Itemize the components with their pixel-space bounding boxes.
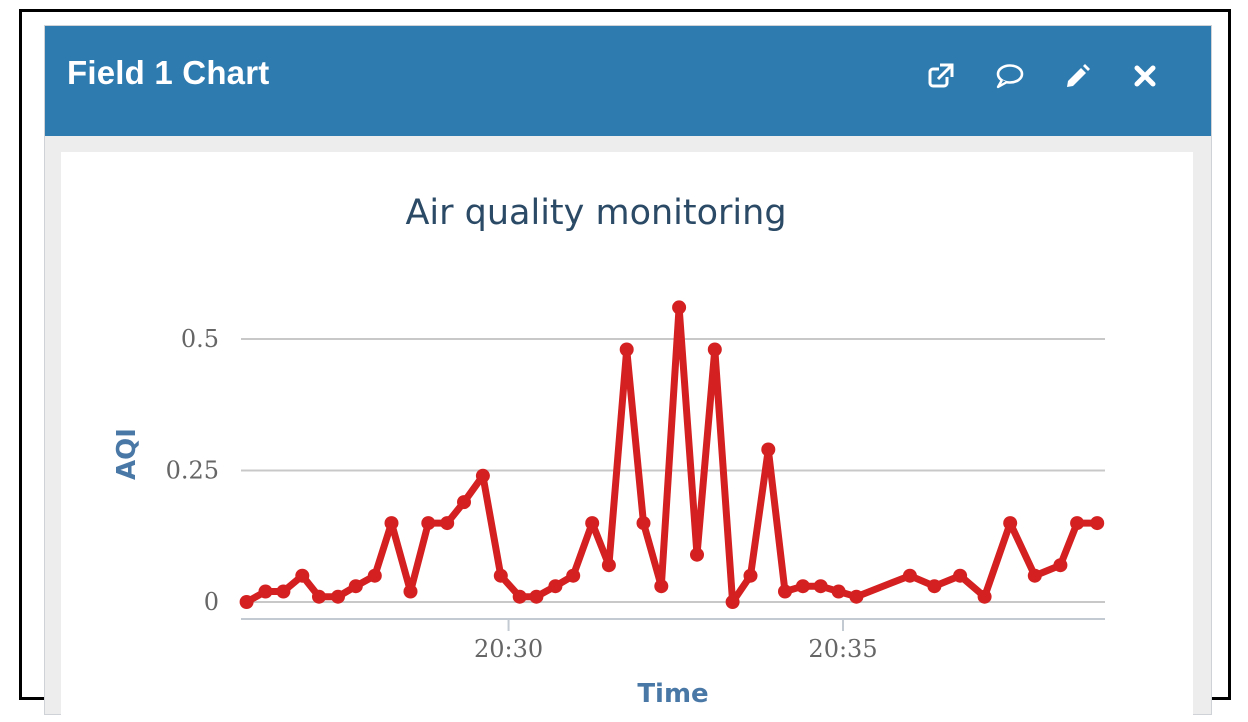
external-link-icon[interactable] xyxy=(923,58,959,94)
data-point xyxy=(795,579,810,594)
data-point xyxy=(529,589,544,604)
x-tick-label: 20:30 xyxy=(474,635,543,663)
comment-icon[interactable] xyxy=(991,58,1027,94)
data-point xyxy=(585,516,600,531)
line-chart: Air quality monitoring 00.250.5 20:30 20:… xyxy=(112,193,1105,709)
close-icon[interactable] xyxy=(1127,58,1163,94)
comment-icon-glyph xyxy=(996,64,1024,89)
x-tick-labels: 20:30 20:35 xyxy=(474,619,878,663)
series-layer xyxy=(239,300,1105,609)
data-point xyxy=(258,584,273,599)
data-point xyxy=(601,558,616,573)
data-point xyxy=(813,579,828,594)
y-tick-labels: 0 0.25 0.5 xyxy=(166,325,219,616)
data-point xyxy=(707,342,722,357)
widget-title: Field 1 Chart xyxy=(67,54,270,91)
data-point xyxy=(1003,516,1018,531)
data-point xyxy=(743,568,758,583)
data-point xyxy=(548,579,563,594)
data-point xyxy=(276,584,291,599)
data-point xyxy=(367,568,382,583)
data-point xyxy=(331,589,345,604)
data-point xyxy=(778,584,792,599)
data-point xyxy=(902,568,917,583)
data-point xyxy=(493,568,508,583)
grid-layer xyxy=(241,338,1105,603)
data-point xyxy=(831,584,846,599)
data-point xyxy=(725,595,740,609)
data-point xyxy=(690,547,704,562)
data-point xyxy=(239,595,254,609)
data-point xyxy=(1053,558,1068,573)
data-point xyxy=(312,589,326,604)
data-point xyxy=(761,442,776,457)
data-point xyxy=(953,568,968,583)
data-point xyxy=(1070,516,1085,531)
chart-title: Air quality monitoring xyxy=(405,193,786,233)
data-point xyxy=(566,568,581,583)
pencil-icon[interactable] xyxy=(1059,58,1095,94)
data-point xyxy=(654,579,669,594)
chart-card: Air quality monitoring 0 0.25 0.5 20:30 20:… xyxy=(61,152,1193,722)
header-icons xyxy=(923,58,1163,94)
external-link-icon-glyph xyxy=(928,63,954,88)
data-point xyxy=(1027,568,1042,583)
data-point xyxy=(672,300,687,315)
data-point xyxy=(440,516,455,531)
data-point xyxy=(348,579,363,594)
data-point xyxy=(512,589,527,604)
data-point xyxy=(977,589,992,604)
y-axis-title: AQI xyxy=(112,428,142,480)
data-point xyxy=(1090,516,1105,531)
data-point xyxy=(457,495,471,510)
data-point xyxy=(295,568,310,583)
data-point xyxy=(927,579,942,594)
close-icon-glyph xyxy=(1134,65,1156,87)
pencil-icon-glyph xyxy=(1067,64,1090,87)
data-point xyxy=(619,342,634,357)
x-axis-title: Time xyxy=(637,679,708,709)
y-tick-label: 0.25 xyxy=(166,457,219,485)
data-point xyxy=(403,584,418,599)
x-tick-label: 20:35 xyxy=(808,635,877,663)
widget-header: Field 1 Chart xyxy=(45,26,1211,136)
data-point xyxy=(384,516,399,531)
data-point xyxy=(636,516,651,531)
y-tick-label: 0 xyxy=(204,588,219,616)
data-point xyxy=(421,516,436,531)
data-point xyxy=(475,468,490,483)
chart-widget: Field 1 Chart xyxy=(44,25,1212,722)
series-line xyxy=(243,303,1101,606)
data-point xyxy=(849,589,864,604)
y-tick-label: 0.5 xyxy=(181,325,219,353)
